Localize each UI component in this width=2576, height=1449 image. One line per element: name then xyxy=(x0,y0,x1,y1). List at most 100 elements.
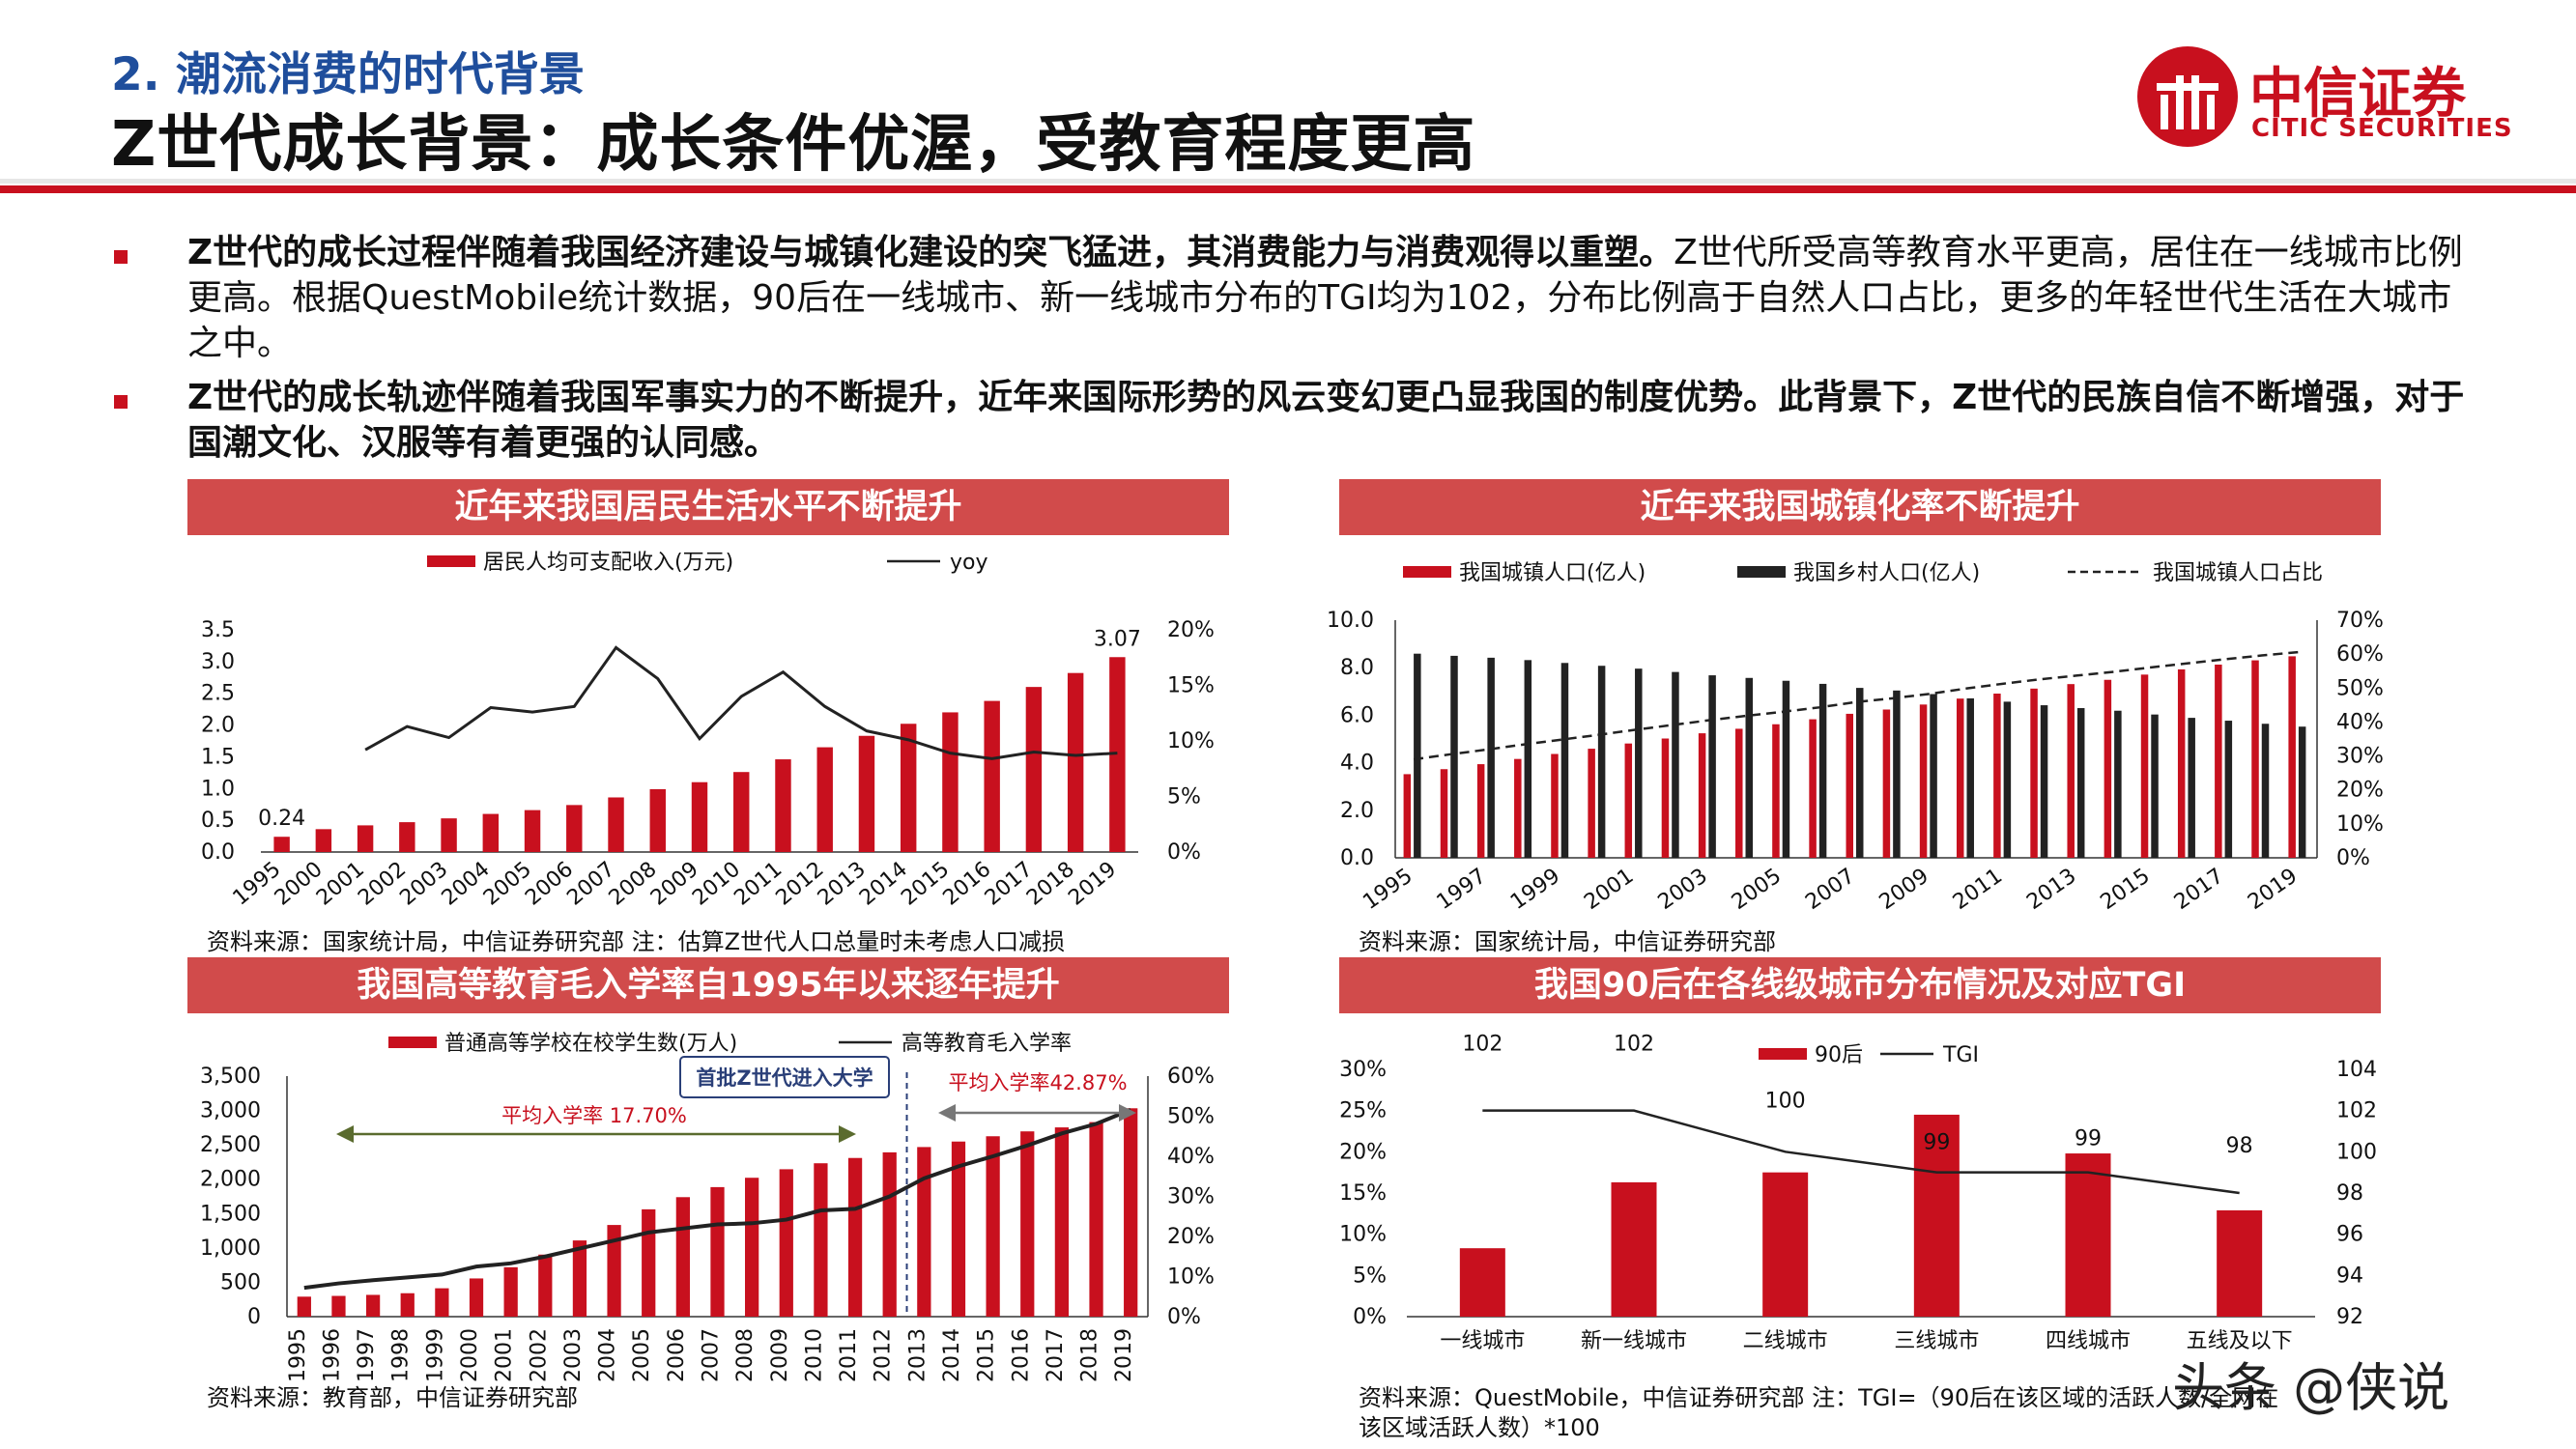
c2-bar xyxy=(1514,758,1522,858)
c3-y-tick-left: 500 xyxy=(220,1270,261,1294)
c2-y-tick-left: 0.0 xyxy=(1340,846,1374,870)
c4-y-tick-right: 100 xyxy=(2336,1140,2377,1164)
c2-x-tick: 2017 xyxy=(2170,864,2228,915)
c3-bar xyxy=(572,1240,587,1317)
c2-x-tick: 2009 xyxy=(1875,864,1933,915)
c3-x-tick: 2019 xyxy=(1112,1328,1136,1382)
c1-bar xyxy=(1025,687,1043,852)
c1-x-tick: 2012 xyxy=(772,857,829,910)
c1-x-tick: 2013 xyxy=(814,857,871,910)
c3-bar xyxy=(331,1295,346,1317)
c3-bar xyxy=(675,1197,690,1317)
c1-x-tick: 2005 xyxy=(479,857,536,910)
c3-y-tick-right: 60% xyxy=(1167,1065,1215,1089)
c3-marker-label: 首批Z世代进入大学 xyxy=(696,1066,873,1090)
c2-legend-label: 我国城镇人口(亿人) xyxy=(1459,561,1646,585)
c2-x-tick: 2001 xyxy=(1580,864,1638,915)
c1-bar xyxy=(942,712,959,852)
c1-y-tick-left: 2.5 xyxy=(201,682,235,706)
c3-x-tick: 2006 xyxy=(665,1328,689,1382)
c1-x-tick: 2008 xyxy=(605,857,662,910)
c1-x-tick: 2014 xyxy=(855,857,912,910)
c4-x-tick: 五线及以下 xyxy=(2187,1329,2293,1353)
c1-y-tick-left: 0.5 xyxy=(201,809,235,833)
c4-legend-swatch xyxy=(1759,1048,1807,1060)
c2-bar xyxy=(2177,668,2186,858)
c3-y-tick-right: 50% xyxy=(1167,1105,1215,1129)
c3-marker-box xyxy=(679,1056,890,1098)
c2-bar xyxy=(1597,666,1606,858)
c4-tgi-label: 102 xyxy=(1462,1033,1503,1057)
c1-bar xyxy=(775,759,791,852)
c3-bar xyxy=(1089,1122,1103,1317)
c4-y-tick-left: 5% xyxy=(1353,1264,1387,1288)
c1-bar xyxy=(608,797,624,852)
c3-bar xyxy=(847,1157,863,1317)
c4-y-tick-left: 25% xyxy=(1339,1099,1387,1123)
c1-legend-swatch xyxy=(427,555,475,567)
c4-y-tick-right: 96 xyxy=(2336,1223,2363,1247)
c2-bar xyxy=(2040,705,2048,858)
c1-x-tick: 2007 xyxy=(562,857,619,910)
panel-3-title: 我国高等教育毛入学率自1995年以来逐年提升 xyxy=(187,957,1229,1013)
c1-x-tick: 1995 xyxy=(229,857,286,910)
c1-bar xyxy=(900,724,917,852)
c4-bar xyxy=(2217,1209,2263,1317)
c3-bar xyxy=(779,1169,793,1317)
panel-3-source: 资料来源：教育部，中信证券研究部 xyxy=(207,1384,578,1411)
c4-bar xyxy=(2065,1153,2111,1317)
panel-4-source: 资料来源：QuestMobile，中信证券研究部 注：TGI=（90后在该区域的… xyxy=(1359,1384,2279,1411)
c1-bar xyxy=(691,781,708,852)
c3-bar xyxy=(503,1266,518,1317)
c2-bar xyxy=(1403,774,1412,858)
panel-4-source-line2: 该区域活跃人数）*100 xyxy=(1359,1414,1600,1441)
c2-bar xyxy=(1524,660,1532,858)
c1-bar xyxy=(315,829,332,852)
c3-y-tick-right: 40% xyxy=(1167,1145,1215,1169)
bullet-1-bold: Z世代的成长过程伴随着我国经济建设与城镇化建设的突飞猛进，其消费能力与消费观得以… xyxy=(187,233,1674,272)
c1-y-tick-left: 3.0 xyxy=(201,650,235,674)
c2-y-tick-right: 70% xyxy=(2336,609,2384,633)
c1-x-tick: 2016 xyxy=(939,857,996,910)
c3-x-tick: 2009 xyxy=(768,1328,792,1382)
c4-y-tick-right: 94 xyxy=(2336,1264,2363,1288)
header-divider-shadow xyxy=(0,179,2576,184)
c2-bar xyxy=(1708,675,1716,858)
c3-y-tick-left: 0 xyxy=(247,1305,261,1329)
c4-legend-label: TGI xyxy=(1942,1043,1979,1067)
c4-x-tick: 四线城市 xyxy=(2046,1329,2131,1353)
c3-bar xyxy=(365,1294,381,1317)
c3-arrow-head-left xyxy=(336,1125,354,1143)
c3-bar xyxy=(297,1296,311,1317)
c2-bar xyxy=(1818,683,1827,858)
c2-bar xyxy=(2114,710,2122,858)
c3-series-line xyxy=(303,1108,1131,1291)
c2-bar xyxy=(1956,698,1964,858)
c2-bar xyxy=(2140,674,2149,858)
c2-y-tick-left: 2.0 xyxy=(1340,799,1374,823)
c3-arrow-head-right xyxy=(839,1125,856,1143)
c3-x-tick: 2003 xyxy=(561,1328,586,1382)
c2-bar xyxy=(1919,704,1928,858)
bullet-marker-icon xyxy=(114,395,128,409)
c3-bar xyxy=(710,1186,725,1317)
c4-bar xyxy=(1459,1248,1505,1317)
c2-bar xyxy=(2251,660,2259,858)
c2-bar xyxy=(1745,677,1754,858)
c2-x-tick: 2015 xyxy=(2097,864,2155,915)
c2-bar xyxy=(2261,724,2270,858)
c2-x-tick: 2005 xyxy=(1728,864,1786,915)
bullet-2-bold: Z世代的成长轨迹伴随着我国军事实力的不断提升，近年来国际形势的风云变幻更凸显我国… xyxy=(187,378,2465,463)
c3-bar xyxy=(607,1225,621,1317)
c2-bar xyxy=(1414,653,1421,858)
logo-cn-text: 中信证券 xyxy=(2249,63,2466,126)
c1-x-tick: 2011 xyxy=(730,857,787,910)
c2-y-tick-right: 0% xyxy=(2336,846,2370,870)
c3-arrow-head-right-2 xyxy=(1119,1104,1136,1122)
c2-legend-swatch xyxy=(1737,566,1786,578)
c4-x-tick: 二线城市 xyxy=(1743,1329,1828,1353)
c2-bar xyxy=(1856,688,1864,858)
panel-1-title: 近年来我国居民生活水平不断提升 xyxy=(187,479,1229,535)
c3-x-tick: 2017 xyxy=(1044,1328,1068,1382)
